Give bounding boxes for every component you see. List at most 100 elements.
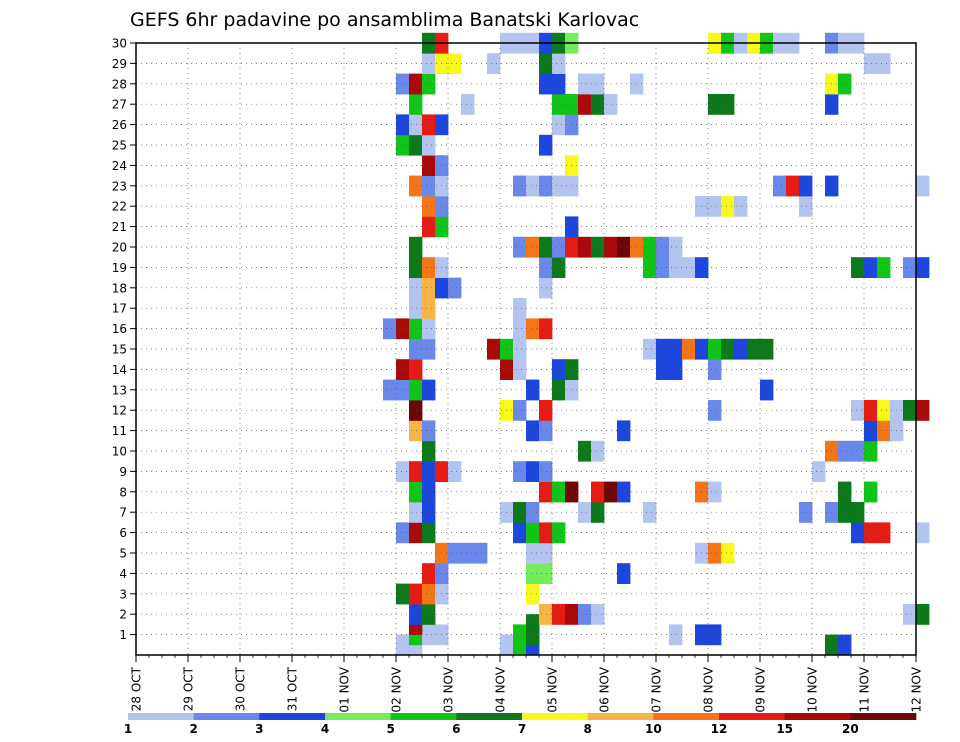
heatmap-cell	[552, 94, 566, 115]
heatmap-cell	[916, 257, 930, 278]
heatmap-cell	[409, 461, 423, 482]
colorbar-label: 8	[583, 722, 591, 736]
heatmap-cell	[409, 420, 423, 442]
colorbar-label: 12	[711, 722, 728, 736]
colorbar-segment	[719, 713, 785, 720]
heatmap-cell	[721, 338, 735, 360]
heatmap-cell	[552, 481, 566, 503]
heatmap-cell	[617, 420, 631, 442]
heatmap-cell	[396, 318, 410, 340]
heatmap-cell	[591, 604, 605, 625]
colorbar-label: 6	[452, 722, 460, 736]
colorbar-label: 10	[645, 722, 662, 736]
colorbar-segment	[259, 713, 326, 720]
heatmap-cell	[422, 522, 436, 544]
heatmap-cell	[422, 502, 436, 523]
heatmap-cell	[396, 522, 410, 544]
heatmap-cell	[539, 420, 553, 442]
heatmap-cell	[578, 502, 592, 523]
heatmap-cell	[513, 298, 527, 319]
heatmap-cell	[669, 359, 683, 380]
heatmap-cell	[591, 481, 605, 503]
heatmap-cell	[708, 359, 722, 380]
heatmap-cell	[539, 400, 553, 421]
heatmap-cell	[864, 481, 878, 503]
colorbar-segment	[522, 713, 588, 720]
y-tick-label: 23	[112, 179, 127, 193]
heatmap-cell	[526, 318, 540, 340]
heatmap-cell	[877, 53, 891, 74]
y-tick-label: 28	[112, 77, 127, 91]
y-tick-label: 30	[112, 37, 127, 51]
heatmap-cell	[409, 175, 423, 197]
x-axis: 28 OCT 29 OCT 30 OCT 31 OCT 01 NOV 02 NOV 03 N…	[130, 655, 924, 713]
heatmap-cell	[708, 481, 722, 503]
heatmap-cell	[643, 502, 657, 523]
heatmap-cell	[539, 481, 553, 503]
x-tick-label: 10 NOV	[806, 666, 820, 712]
heatmap-cell	[721, 196, 735, 217]
heatmap-cell	[422, 583, 436, 605]
heatmap-cell	[604, 481, 618, 503]
heatmap-cell	[526, 542, 540, 564]
heatmap-cell	[708, 338, 722, 360]
heatmap-cell	[409, 318, 423, 340]
heatmap-cell	[734, 338, 748, 360]
y-axis: 1234567891011121314151617181920212223242…	[112, 37, 136, 642]
heatmap-cell	[409, 604, 423, 625]
heatmap-cell	[539, 175, 553, 197]
heatmap-cell	[578, 604, 592, 625]
heatmap-cell	[838, 73, 852, 95]
y-tick-label: 18	[112, 281, 127, 295]
heatmap-cell	[643, 257, 657, 278]
heatmap-cell	[604, 94, 618, 115]
grid-layer	[136, 43, 916, 655]
heatmap-cell	[409, 583, 423, 605]
colorbar-segment	[390, 713, 457, 720]
heatmap-cell	[643, 236, 657, 258]
heatmap-cell	[903, 400, 917, 421]
heatmap-cell	[552, 53, 566, 74]
heatmap-cell	[656, 338, 670, 360]
heatmap-cell	[578, 440, 592, 462]
heatmap-cell	[838, 634, 852, 656]
heatmap-cell	[409, 338, 423, 360]
y-tick-label: 21	[112, 220, 127, 234]
heatmap-cell	[552, 359, 566, 380]
heatmap-cell	[708, 94, 722, 115]
heatmap-cell	[916, 175, 930, 197]
heatmap-cell	[552, 257, 566, 278]
heatmap-cell	[448, 53, 462, 74]
heatmap-cell	[877, 522, 891, 544]
heatmap-cell	[838, 481, 852, 503]
heatmap-cell	[851, 522, 865, 544]
heatmap-cell	[513, 236, 527, 258]
heatmap-cell	[773, 175, 787, 197]
heatmap-cell	[864, 440, 878, 462]
heatmap-cell	[526, 502, 540, 523]
heatmap-cell	[422, 53, 436, 74]
heatmap-cell	[539, 134, 553, 156]
heatmap-cell	[526, 420, 540, 442]
heatmap-cell	[539, 318, 553, 340]
y-tick-label: 26	[112, 118, 127, 132]
heatmap-cell	[916, 400, 930, 421]
y-tick-label: 10	[112, 445, 127, 459]
colorbar-label: 7	[518, 722, 526, 736]
heatmap-cell	[734, 196, 748, 217]
x-tick-label: 31 OCT	[286, 666, 300, 711]
heatmap-cell	[864, 522, 878, 544]
y-tick-label: 25	[112, 139, 127, 153]
heatmap-cell	[526, 614, 540, 635]
y-tick-label: 8	[119, 485, 127, 499]
plot-frame	[135, 42, 917, 656]
x-tick-label: 08 NOV	[702, 666, 716, 712]
x-tick-label: 06 NOV	[598, 666, 612, 712]
heatmap-cell	[552, 175, 566, 197]
y-tick-label: 11	[112, 424, 127, 438]
x-tick-label: 05 NOV	[546, 666, 560, 712]
colorbar-label: 20	[842, 722, 859, 736]
colorbar-segment	[456, 713, 523, 720]
x-tick-label: 02 NOV	[390, 666, 404, 712]
heatmap-cell	[669, 236, 683, 258]
